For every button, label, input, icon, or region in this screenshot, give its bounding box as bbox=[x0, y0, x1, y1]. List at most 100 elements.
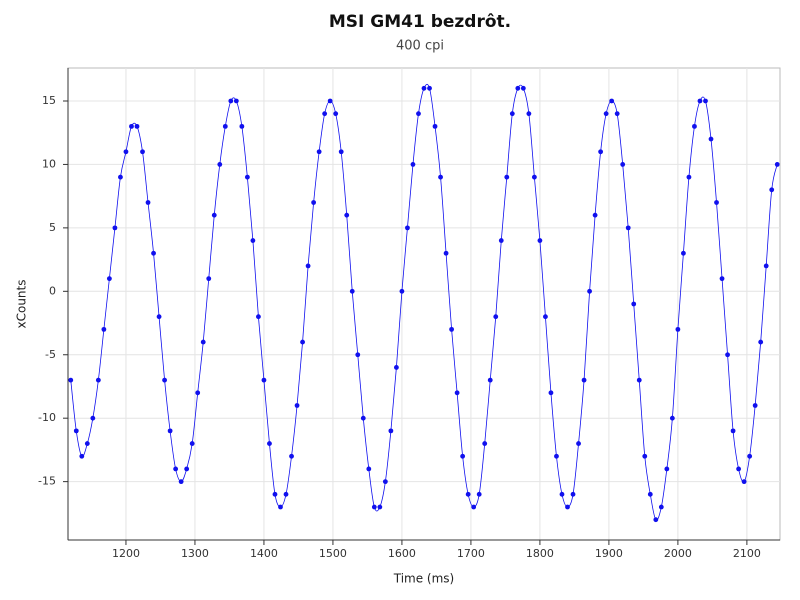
data-point bbox=[498, 238, 504, 243]
data-point bbox=[233, 98, 239, 104]
data-point bbox=[432, 123, 438, 129]
data-point bbox=[763, 263, 769, 269]
data-point bbox=[427, 85, 432, 91]
data-point bbox=[106, 276, 112, 282]
data-point bbox=[692, 123, 697, 129]
data-point bbox=[476, 491, 482, 497]
chart-title: MSI GM41 bezdrôt. bbox=[329, 12, 511, 32]
data-point bbox=[504, 174, 510, 180]
data-point bbox=[90, 415, 96, 421]
data-point bbox=[603, 111, 609, 117]
data-point bbox=[377, 504, 383, 510]
data-point bbox=[526, 111, 532, 117]
x-axis-title: Time (ms) bbox=[393, 572, 455, 586]
data-point bbox=[211, 212, 217, 218]
x-tick-label: 1400 bbox=[250, 547, 278, 560]
data-point bbox=[162, 377, 167, 383]
data-point bbox=[344, 212, 350, 218]
data-point bbox=[278, 504, 283, 510]
data-point bbox=[294, 403, 300, 408]
data-point bbox=[741, 479, 747, 485]
data-point bbox=[305, 263, 311, 269]
data-point bbox=[178, 479, 184, 485]
data-point bbox=[366, 466, 372, 472]
data-point bbox=[747, 453, 753, 459]
data-point bbox=[681, 250, 686, 256]
data-point bbox=[614, 111, 620, 117]
data-point bbox=[769, 187, 775, 193]
data-point bbox=[256, 314, 261, 320]
data-point bbox=[537, 238, 543, 243]
data-point bbox=[421, 85, 427, 91]
data-point bbox=[84, 441, 90, 446]
x-tick-label: 2100 bbox=[733, 547, 761, 560]
data-point bbox=[416, 111, 421, 117]
data-point bbox=[774, 162, 780, 167]
y-tick-label: -10 bbox=[38, 411, 56, 424]
data-point bbox=[620, 162, 626, 167]
data-point bbox=[642, 453, 648, 459]
data-point bbox=[322, 111, 328, 117]
data-point bbox=[576, 441, 581, 446]
data-point bbox=[195, 390, 201, 396]
data-point bbox=[675, 326, 681, 332]
data-point bbox=[222, 123, 228, 129]
data-point bbox=[587, 288, 592, 294]
data-point bbox=[636, 377, 642, 383]
data-point bbox=[708, 136, 714, 142]
data-point bbox=[581, 377, 587, 383]
data-point bbox=[493, 314, 499, 320]
data-point bbox=[509, 111, 515, 117]
data-point bbox=[697, 98, 703, 104]
data-point bbox=[206, 276, 212, 282]
data-point bbox=[410, 162, 416, 167]
y-tick-label: 15 bbox=[42, 94, 56, 107]
data-point bbox=[664, 466, 670, 472]
y-tick-label: 0 bbox=[49, 284, 56, 297]
data-point bbox=[399, 288, 405, 294]
data-point bbox=[123, 149, 129, 155]
data-point bbox=[151, 250, 156, 256]
data-point bbox=[719, 276, 725, 282]
data-point bbox=[129, 123, 134, 129]
data-point bbox=[388, 428, 394, 434]
y-tick-label: -15 bbox=[38, 475, 56, 488]
data-point bbox=[609, 98, 615, 104]
data-point bbox=[300, 339, 305, 345]
x-tick-label: 1200 bbox=[112, 547, 140, 560]
x-tick-label: 2000 bbox=[664, 547, 692, 560]
data-point bbox=[316, 149, 322, 155]
data-point bbox=[405, 225, 410, 231]
x-tick-label: 1300 bbox=[181, 547, 209, 560]
x-tick-label: 1600 bbox=[388, 547, 416, 560]
data-point bbox=[283, 491, 289, 497]
data-point bbox=[140, 149, 145, 155]
data-point bbox=[145, 200, 151, 205]
data-point bbox=[515, 85, 521, 91]
data-point bbox=[531, 174, 537, 180]
chart-subtitle: 400 cpi bbox=[396, 39, 444, 54]
data-point bbox=[360, 415, 366, 421]
data-point bbox=[95, 377, 101, 383]
y-tick-label: 5 bbox=[49, 221, 56, 234]
data-point bbox=[261, 377, 267, 383]
data-point bbox=[173, 466, 179, 472]
data-point bbox=[371, 504, 377, 510]
data-point bbox=[338, 149, 344, 155]
data-point bbox=[327, 98, 333, 104]
data-point bbox=[449, 326, 454, 332]
data-point bbox=[289, 453, 294, 459]
data-point bbox=[465, 491, 471, 497]
x-tick-label: 1800 bbox=[526, 547, 554, 560]
data-point bbox=[520, 85, 526, 91]
data-point bbox=[730, 428, 736, 434]
data-point bbox=[559, 491, 565, 497]
data-point bbox=[250, 238, 256, 243]
data-point bbox=[112, 225, 118, 231]
data-point bbox=[598, 149, 604, 155]
data-point bbox=[79, 453, 85, 459]
y-tick-label: 10 bbox=[42, 157, 56, 170]
data-point bbox=[134, 123, 140, 129]
data-point bbox=[686, 174, 692, 180]
data-point bbox=[101, 326, 107, 332]
